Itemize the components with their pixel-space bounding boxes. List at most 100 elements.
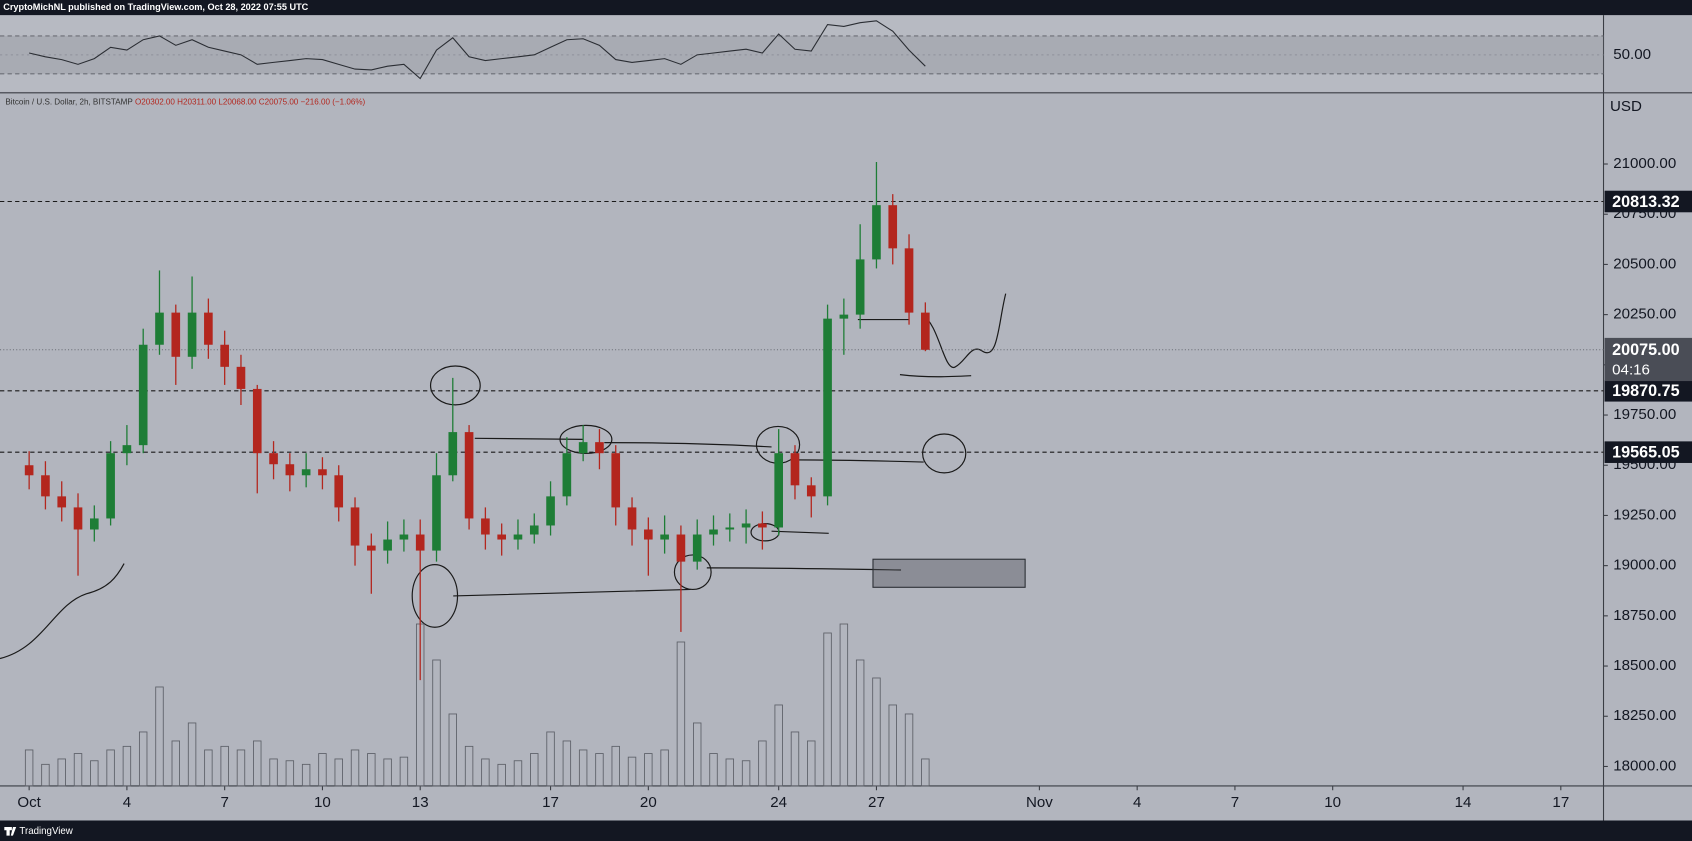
logo (4, 826, 17, 836)
volume-bar (318, 753, 327, 787)
candle-body (806, 485, 816, 497)
candle-body (790, 453, 800, 486)
x-tick-label: 17 (1552, 794, 1569, 811)
volume-bar (432, 659, 441, 787)
y-tick-label: 19000.00 (1613, 557, 1676, 574)
volume-bar (301, 763, 311, 787)
volume-bar (627, 756, 637, 787)
x-tick-label: Oct (17, 794, 41, 811)
x-tick-label: 27 (868, 794, 885, 811)
price-label: 19870.75 (1612, 382, 1680, 400)
candle-body (73, 507, 83, 530)
ohlc-close: C20075.00 (259, 98, 299, 107)
volume-bar (73, 753, 83, 787)
candle-body (855, 259, 865, 315)
candle-body (904, 248, 914, 313)
annotation-arrow (771, 530, 829, 534)
candle-body (106, 453, 115, 519)
rsi-line (29, 20, 926, 80)
volume-bar (725, 758, 735, 787)
volume-bar (41, 763, 50, 787)
volume-bar (497, 763, 506, 787)
volume-bar (546, 731, 555, 787)
volume-bar (660, 749, 669, 787)
annotation-circle (922, 433, 967, 474)
volume-bar (513, 760, 523, 787)
last-price-box (1604, 337, 1692, 382)
volume-bar (807, 740, 816, 787)
volume-bar (253, 740, 262, 787)
x-tick-label: 14 (1455, 794, 1472, 811)
x-tick-label: 7 (220, 794, 228, 811)
candle-body (627, 507, 637, 530)
volume-bar (921, 758, 930, 787)
y-tick-label: 21000.00 (1613, 155, 1676, 172)
volume-bar (611, 745, 620, 787)
annotation-arrow (604, 442, 772, 448)
volume-bar (888, 704, 897, 787)
price-label: 20813.32 (1612, 193, 1680, 211)
y-tick-label: 19750.00 (1613, 406, 1676, 423)
countdown: 04:16 (1612, 361, 1650, 378)
price-label-box (1604, 441, 1692, 463)
candle-body (236, 366, 246, 389)
x-tick-label: 10 (314, 794, 331, 811)
ohlc-low: L20068.00 (218, 98, 257, 107)
currency-label: USD (1610, 98, 1642, 115)
x-tick-label: 17 (542, 794, 559, 811)
annotation-mark (899, 374, 972, 378)
candle-body (155, 312, 164, 345)
x-tick-label: 20 (640, 794, 657, 811)
rsi-band (0, 35, 1604, 74)
candle-body (709, 529, 718, 535)
candle-body (513, 534, 523, 540)
candle-body (171, 312, 181, 357)
volume-bar (138, 731, 148, 787)
volume-bar (872, 677, 881, 787)
last-price-label: 20075.00 (1612, 341, 1680, 359)
volume-bar (90, 760, 99, 787)
volume-bar (823, 632, 832, 787)
price-label-box (1604, 190, 1692, 213)
y-tick-label: 18250.00 (1613, 707, 1676, 724)
x-tick-label: 13 (412, 794, 429, 811)
x-tick-label: 24 (770, 794, 787, 811)
candle-body (464, 432, 474, 519)
annotation-box (872, 558, 1026, 588)
volume-bar (758, 740, 767, 787)
candle-body (660, 534, 669, 540)
candle-body (448, 432, 458, 476)
volume-bar (741, 760, 751, 787)
candle-body (301, 469, 311, 476)
candle-body (41, 475, 50, 497)
candle-body (758, 523, 767, 528)
volume-bar (171, 740, 180, 787)
volume-bar (220, 745, 229, 787)
candle-body (839, 314, 849, 319)
volume-bar (839, 623, 849, 787)
x-tick-label: 10 (1324, 794, 1341, 811)
y-tick-label: 18000.00 (1613, 757, 1676, 774)
ohlc-change: −216.00 (−1.06%) (301, 98, 366, 107)
x-tick-label: Nov (1026, 794, 1053, 811)
candle-body (318, 469, 327, 476)
candle-body (57, 496, 67, 508)
volume-bar (693, 722, 702, 787)
bottom-bar (0, 820, 1692, 841)
candle-body (676, 534, 686, 562)
candle-body (187, 312, 197, 357)
volume-bar (578, 749, 588, 787)
volume-bar (57, 758, 66, 787)
ohlc-high: H20311.00 (177, 98, 216, 107)
candle-body (367, 545, 376, 551)
volume-bar (644, 753, 653, 787)
annotation-circle (673, 554, 712, 591)
volume-bar (204, 749, 213, 787)
candle-body (89, 518, 99, 530)
y-tick-label: 18750.00 (1613, 607, 1676, 624)
candle-body (138, 344, 148, 446)
y-tick-label: 19250.00 (1613, 506, 1676, 523)
symbol-info: Bitcoin / U.S. Dollar, 2h, BITSTAMP O203… (5, 98, 365, 107)
price-label-box (1604, 379, 1692, 402)
